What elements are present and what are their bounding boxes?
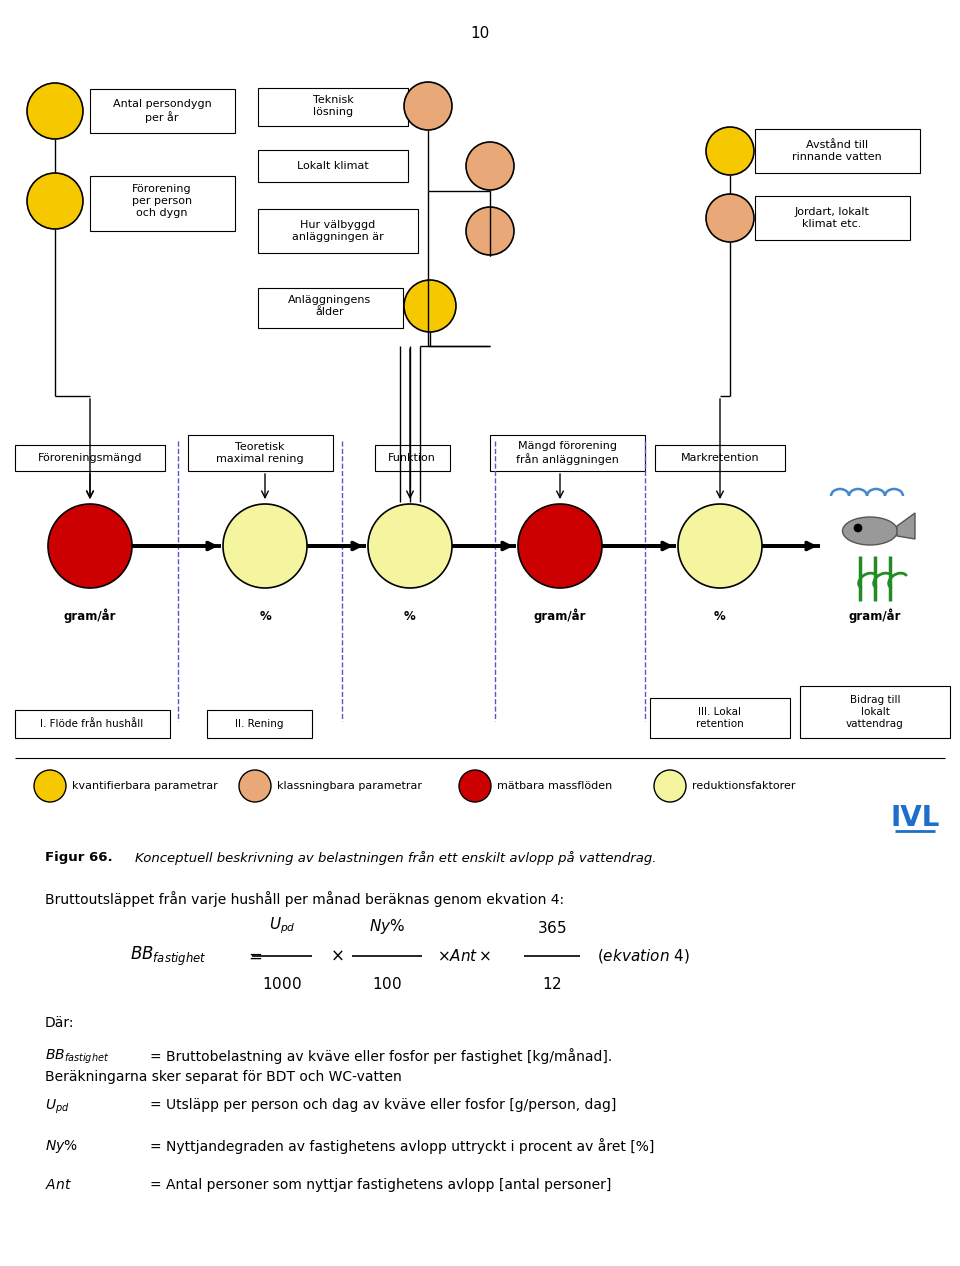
Text: = Antal personer som nyttjar fastighetens avlopp [antal personer]: = Antal personer som nyttjar fastigheten… [150, 1177, 612, 1193]
Text: $365$: $365$ [538, 920, 566, 936]
Circle shape [48, 504, 132, 587]
FancyBboxPatch shape [755, 129, 920, 173]
Text: = Bruttobelastning av kväve eller fosfor per fastighet [kg/månad].: = Bruttobelastning av kväve eller fosfor… [150, 1048, 612, 1063]
Circle shape [466, 142, 514, 190]
Text: $=$: $=$ [245, 947, 262, 965]
Circle shape [854, 524, 862, 532]
Circle shape [368, 504, 452, 587]
Circle shape [404, 82, 452, 130]
FancyBboxPatch shape [375, 446, 450, 471]
Text: Jordart, lokalt
klimat etc.: Jordart, lokalt klimat etc. [795, 208, 870, 229]
Circle shape [404, 280, 456, 332]
Text: Teknisk
lösning: Teknisk lösning [313, 95, 353, 116]
Circle shape [223, 504, 307, 587]
Circle shape [654, 770, 686, 801]
Text: Förorening
per person
och dygn: Förorening per person och dygn [132, 185, 192, 218]
FancyBboxPatch shape [755, 196, 910, 241]
Text: $U_{pd}$: $U_{pd}$ [45, 1098, 69, 1117]
Text: Bruttoutsläppet från varje hushåll per månad beräknas genom ekvation 4:: Bruttoutsläppet från varje hushåll per m… [45, 891, 564, 906]
FancyBboxPatch shape [15, 446, 165, 471]
FancyBboxPatch shape [258, 287, 403, 328]
Text: $Ant$: $Ant$ [45, 1177, 72, 1193]
Text: Antal persondygn
per år: Antal persondygn per år [112, 99, 211, 123]
Text: mätbara massflöden: mätbara massflöden [497, 781, 612, 791]
FancyBboxPatch shape [188, 436, 333, 471]
Text: II. Rening: II. Rening [235, 719, 283, 729]
FancyBboxPatch shape [655, 446, 785, 471]
Text: I. Flöde från hushåll: I. Flöde från hushåll [40, 719, 144, 729]
Text: Bidrag till
lokalt
vattendrag: Bidrag till lokalt vattendrag [846, 695, 904, 729]
Text: klassningbara parametrar: klassningbara parametrar [277, 781, 422, 791]
Text: Mängd förorening
från anläggningen: Mängd förorening från anläggningen [516, 441, 618, 465]
Text: Där:: Där: [45, 1017, 75, 1031]
Text: %: % [404, 609, 416, 623]
Text: Konceptuell beskrivning av belastningen från ett enskilt avlopp på vattendrag.: Konceptuell beskrivning av belastningen … [135, 851, 657, 865]
Text: gram/år: gram/år [534, 609, 587, 623]
Text: $BB_{fastighet}$: $BB_{fastighet}$ [130, 944, 206, 967]
Circle shape [706, 194, 754, 242]
FancyBboxPatch shape [650, 698, 790, 738]
Text: $U_{pd}$: $U_{pd}$ [269, 915, 296, 936]
Text: = Utsläpp per person och dag av kväve eller fosfor [g/person, dag]: = Utsläpp per person och dag av kväve el… [150, 1098, 616, 1112]
Text: %: % [714, 609, 726, 623]
Polygon shape [897, 513, 915, 539]
Text: IVL: IVL [890, 804, 940, 832]
Text: Funktion: Funktion [388, 453, 436, 463]
Text: Anläggningens
ålder: Anläggningens ålder [288, 295, 372, 316]
Text: kvantifierbara parametrar: kvantifierbara parametrar [72, 781, 218, 791]
Text: gram/år: gram/år [849, 609, 901, 623]
Circle shape [706, 127, 754, 175]
Text: $BB_{fastighet}$: $BB_{fastighet}$ [45, 1048, 109, 1066]
FancyBboxPatch shape [258, 89, 408, 127]
FancyBboxPatch shape [90, 176, 235, 230]
Circle shape [239, 770, 271, 801]
FancyBboxPatch shape [90, 89, 235, 133]
FancyBboxPatch shape [207, 710, 312, 738]
Text: III. Lokal
retention: III. Lokal retention [696, 708, 744, 729]
Circle shape [678, 504, 762, 587]
Text: gram/år: gram/år [63, 609, 116, 623]
Circle shape [27, 84, 83, 139]
Text: Lokalt klimat: Lokalt klimat [298, 161, 369, 171]
FancyBboxPatch shape [800, 686, 950, 738]
Text: $12$: $12$ [542, 976, 562, 993]
Ellipse shape [843, 517, 898, 544]
Text: $\times Ant \times$: $\times Ant \times$ [437, 948, 492, 963]
Text: Hur välbyggd
anläggningen är: Hur välbyggd anläggningen är [292, 220, 384, 242]
Text: $1000$: $1000$ [262, 976, 301, 993]
Circle shape [27, 173, 83, 229]
Text: reduktionsfaktorer: reduktionsfaktorer [692, 781, 796, 791]
Text: Avstånd till
rinnande vatten: Avstånd till rinnande vatten [792, 141, 882, 162]
Circle shape [466, 208, 514, 254]
Text: Figur 66.: Figur 66. [45, 851, 112, 863]
Circle shape [34, 770, 66, 801]
Text: Beräkningarna sker separat för BDT och WC-vatten: Beräkningarna sker separat för BDT och W… [45, 1070, 401, 1084]
Circle shape [459, 770, 491, 801]
Text: Föroreningsmängd: Föroreningsmängd [37, 453, 142, 463]
FancyBboxPatch shape [258, 149, 408, 182]
FancyBboxPatch shape [15, 710, 170, 738]
Text: $Ny\%$: $Ny\%$ [369, 917, 405, 936]
Text: $100$: $100$ [372, 976, 402, 993]
Text: $Ny\%$: $Ny\%$ [45, 1138, 78, 1155]
Text: Markretention: Markretention [681, 453, 759, 463]
FancyBboxPatch shape [490, 436, 645, 471]
Text: = Nyttjandegraden av fastighetens avlopp uttryckt i procent av året [%]: = Nyttjandegraden av fastighetens avlopp… [150, 1138, 655, 1153]
Text: $(ekvation\ 4)$: $(ekvation\ 4)$ [597, 947, 690, 965]
Circle shape [518, 504, 602, 587]
Text: 10: 10 [470, 27, 490, 41]
FancyBboxPatch shape [258, 209, 418, 253]
Text: %: % [259, 609, 271, 623]
Text: Teoretisk
maximal rening: Teoretisk maximal rening [216, 442, 303, 463]
Text: $\times$: $\times$ [330, 947, 344, 965]
